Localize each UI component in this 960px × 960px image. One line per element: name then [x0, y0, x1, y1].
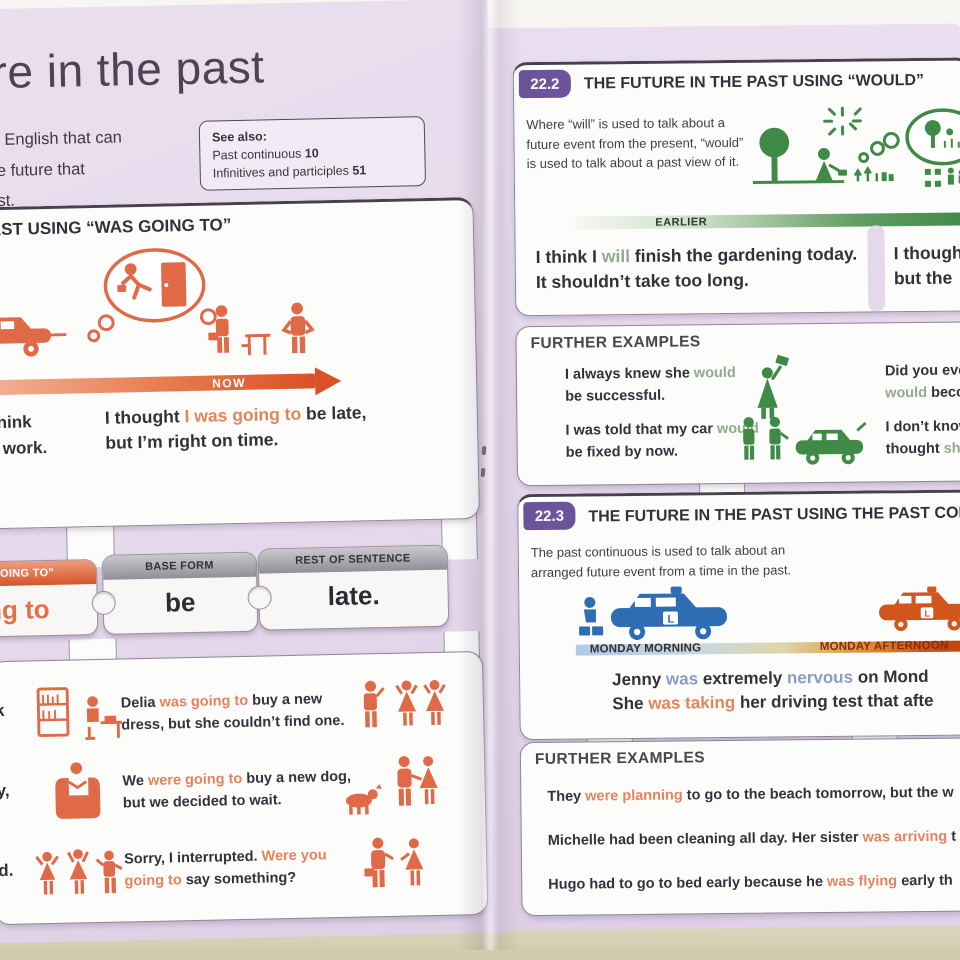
section-22-2-panel: 22.2 THE FUTURE IN THE PAST USING “WOULD…: [512, 57, 960, 317]
cut-example-text: I don’t know thought she: [885, 418, 960, 458]
learner-car-blue-icon: L: [579, 586, 727, 640]
section-22-1-panel: AST USING “WAS GOING TO”: [0, 197, 481, 530]
plants-icon: [924, 167, 954, 187]
main-example-text: I thought I was going to be late, but I’…: [104, 402, 367, 453]
puzzle-piece-base-form: BASE FORM be: [101, 551, 259, 635]
cut-fragment: k: [0, 700, 5, 721]
interrupted-couple-icon: [364, 837, 424, 888]
section-number-badge: 22.2: [518, 69, 572, 99]
armchair-reader-icon: [55, 762, 101, 819]
section-22-2-heading: THE FUTURE IN THE PAST USING “WOULD”: [583, 71, 925, 93]
further-examples-panel-left: k Delia was going to buy a new dress, bu…: [0, 650, 489, 926]
puzzle-word: ing to: [0, 593, 50, 625]
puzzle-header: OING TO”: [0, 560, 97, 587]
example-text: Delia was going to buy a new dress, but …: [120, 691, 345, 734]
office-commuters-icon: [208, 302, 315, 356]
dancers-icon: [35, 849, 123, 895]
earlier-label: EARLIER: [655, 215, 708, 229]
shopper-trio-icon: [363, 679, 446, 728]
section-22-1-heading: AST USING “WAS GOING TO”: [0, 215, 232, 240]
graduate-icon: [757, 354, 789, 419]
tow-truck-icon: [0, 317, 67, 357]
left-page: re in the past in English that can he fut…: [0, 0, 507, 944]
puzzle-header: BASE FORM: [102, 552, 257, 580]
cut-example-text: thinkr work.: [0, 412, 48, 458]
monday-afternoon-label: MONDAY AFTERNOON: [819, 639, 949, 654]
example-text: Hugo had to go to bed early because he w…: [548, 872, 953, 893]
now-arrow-head: [314, 366, 342, 396]
example-text: We were going to buy a new dog, but we d…: [122, 768, 352, 812]
section-22-2-body: Where “will” is used to talk about a fut…: [526, 115, 744, 172]
example-text: Michelle had been cleaning all day. Her …: [547, 828, 957, 849]
now-label: NOW: [212, 375, 247, 391]
intro-text: in English that can he future that ast.: [0, 128, 123, 211]
example-text: I always knew she would be successful.: [564, 364, 736, 405]
svg-text:L: L: [924, 609, 930, 619]
cut-example-text: I though but the: [893, 242, 960, 289]
couple-with-dog-icon: [345, 756, 438, 815]
further-examples-heading: FURTHER EXAMPLES: [534, 749, 706, 769]
section-22-3-heading: THE FUTURE IN THE PAST USING THE PAST CO…: [588, 504, 960, 526]
cut-example-text: Did you eve would beco: [884, 362, 960, 402]
binding-stitch: [481, 445, 487, 456]
gardener-scene-icon: [752, 106, 960, 184]
page-title: re in the past: [0, 40, 266, 99]
right-page: 22.2 THE FUTURE IN THE PAST USING “WOULD…: [484, 23, 960, 931]
see-also-ref: Infinitives and participles 51: [212, 163, 367, 181]
cut-fragment: d.: [0, 860, 14, 881]
monday-morning-label: MONDAY MORNING: [589, 642, 702, 656]
example-text: I was told that my car would be fixed by…: [565, 420, 759, 461]
section-22-3-panel: 22.3 THE FUTURE IN THE PAST USING THE PA…: [517, 489, 960, 741]
earlier-timeline-bar: [575, 212, 960, 230]
further-examples-panel-22-2: FURTHER EXAMPLES I always knew she would…: [515, 321, 960, 487]
section-22-3-body: The past continuous is used to talk abou…: [530, 542, 792, 580]
puzzle-word: be: [164, 586, 196, 618]
puzzle-piece-going-to: OING TO” ing to: [0, 559, 99, 638]
section-number-badge: 22.3: [523, 501, 576, 531]
puzzle-word: late.: [327, 579, 380, 611]
further-examples-heading: FURTHER EXAMPLES: [530, 333, 701, 353]
panel-gap: [867, 225, 886, 312]
cut-fragment: y,: [0, 780, 10, 801]
further-examples-panel-22-3: FURTHER EXAMPLES They were planning to g…: [519, 737, 960, 917]
thought-bubble-door-runner-icon: [87, 248, 229, 343]
main-example-text: I think I will finish the gardening toda…: [535, 243, 858, 292]
mechanics-car-icon: [743, 416, 867, 465]
learner-car-orange-icon: L: [879, 586, 960, 632]
bookshelf-desk-reader-icon: [36, 687, 123, 740]
binding-stitch: [480, 467, 486, 478]
example-text: Sorry, I interrupted. Were you going to …: [123, 847, 327, 890]
now-timeline-arrow: [0, 373, 316, 396]
puzzle-piece-rest-of-sentence: REST OF SENTENCE late.: [257, 544, 450, 631]
example-text: They were planning to go to the beach to…: [547, 784, 954, 805]
see-also-box: See also: Past continuous 10 Infinitives…: [198, 116, 427, 192]
svg-text:L: L: [667, 614, 674, 626]
main-example-text: Jenny was extremely nervous on Mond She w…: [612, 666, 934, 714]
